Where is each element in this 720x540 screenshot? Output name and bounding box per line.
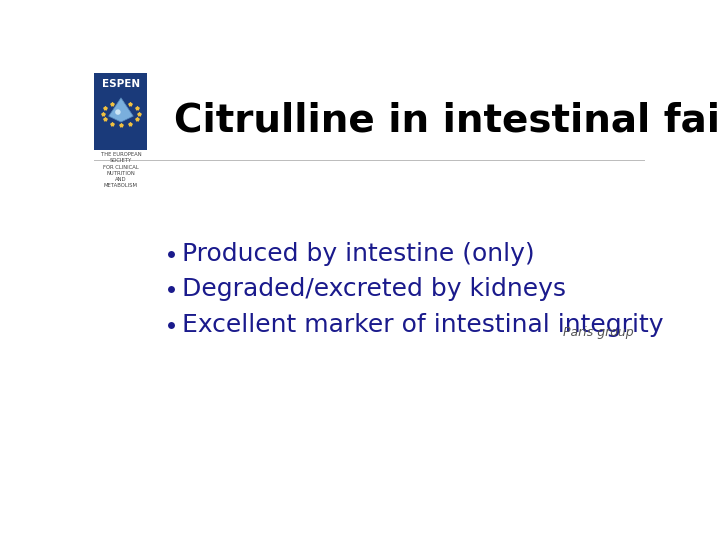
FancyBboxPatch shape bbox=[94, 73, 148, 150]
Text: THE EUROPEAN
SOCIETY
FOR CLINICAL
NUTRITION
AND
METABOLISM: THE EUROPEAN SOCIETY FOR CLINICAL NUTRIT… bbox=[101, 152, 141, 188]
Text: Produced by intestine (only): Produced by intestine (only) bbox=[182, 242, 535, 266]
Text: Citrulline in intestinal failure: Citrulline in intestinal failure bbox=[174, 102, 720, 140]
Text: ESPEN: ESPEN bbox=[102, 78, 140, 89]
Text: Excellent marker of intestinal integrity: Excellent marker of intestinal integrity bbox=[182, 313, 664, 336]
PathPatch shape bbox=[109, 98, 133, 122]
Ellipse shape bbox=[115, 109, 121, 115]
Text: Degraded/excreted by kidneys: Degraded/excreted by kidneys bbox=[182, 278, 566, 301]
Text: Paris group: Paris group bbox=[564, 327, 634, 340]
